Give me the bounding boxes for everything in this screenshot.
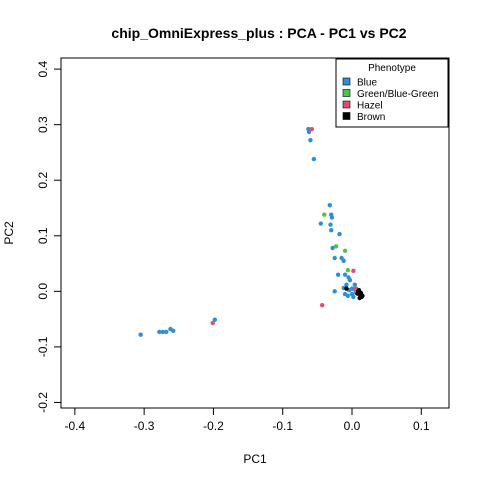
y-tick-label: -0.1 bbox=[36, 336, 50, 357]
x-axis-label: PC1 bbox=[243, 452, 267, 466]
point-blue bbox=[164, 329, 169, 335]
point-blue bbox=[311, 156, 317, 162]
point-blue bbox=[157, 329, 162, 335]
point-hazel bbox=[210, 320, 215, 326]
point-blue bbox=[318, 221, 324, 226]
legend-entry-label: Green/Blue-Green bbox=[357, 89, 439, 100]
legend-box bbox=[335, 58, 449, 128]
x-tick-label: -0.4 bbox=[65, 419, 86, 433]
chart-title: chip_OmniExpress_plus : PCA - PC1 vs PC2 bbox=[111, 25, 406, 41]
point-blue bbox=[341, 258, 346, 263]
point-green-blue-green bbox=[345, 268, 351, 273]
point-blue bbox=[345, 293, 351, 298]
point-green-blue-green bbox=[342, 248, 348, 253]
y-tick-label: 0.2 bbox=[36, 172, 50, 189]
x-axis: -0.4 -0.3 -0.2 -0.1 0.0 0.1 bbox=[65, 407, 430, 433]
point-blue bbox=[332, 255, 337, 261]
y-tick-label: 0.1 bbox=[36, 227, 50, 244]
point-blue bbox=[328, 222, 333, 227]
y-tick-label: 0.4 bbox=[36, 60, 50, 77]
point-blue bbox=[349, 291, 355, 297]
point-blue bbox=[212, 317, 218, 322]
point-blue bbox=[335, 272, 341, 277]
point-brown bbox=[344, 286, 349, 291]
point-green-blue-green bbox=[333, 244, 339, 249]
point-blue bbox=[327, 203, 333, 208]
point-blue bbox=[306, 129, 312, 135]
x-tick-label: -0.2 bbox=[203, 419, 224, 433]
point-blue bbox=[332, 289, 337, 294]
point-hazel bbox=[309, 126, 315, 132]
x-tick-label: -0.1 bbox=[272, 419, 293, 433]
point-blue bbox=[337, 231, 342, 237]
point-blue bbox=[352, 282, 357, 287]
x-tick-label: -0.3 bbox=[134, 419, 155, 433]
point-blue bbox=[342, 272, 348, 277]
legend-entry-label: Hazel bbox=[357, 101, 383, 112]
point-blue bbox=[308, 138, 313, 143]
y-axis-label: PC2 bbox=[2, 221, 16, 245]
legend-entry-label: Blue bbox=[357, 78, 377, 89]
legend-title: Phenotype bbox=[368, 63, 416, 74]
point-hazel bbox=[320, 303, 325, 308]
point-blue bbox=[329, 215, 335, 220]
legend-entry-label: Brown bbox=[357, 112, 385, 123]
legend-swatch bbox=[342, 100, 351, 109]
point-blue bbox=[347, 278, 353, 283]
data-points bbox=[138, 126, 365, 337]
y-tick-label: -0.2 bbox=[36, 392, 50, 413]
point-blue bbox=[329, 228, 334, 233]
point-hazel bbox=[351, 268, 356, 273]
y-tick-label: 0.0 bbox=[36, 283, 50, 300]
y-axis: -0.2 -0.1 0.0 0.1 0.2 0.3 0.4 bbox=[36, 60, 62, 413]
point-green-blue-green bbox=[322, 212, 327, 217]
legend-swatch bbox=[342, 112, 351, 120]
point-blue bbox=[171, 328, 176, 333]
point-blue bbox=[344, 282, 349, 287]
y-tick-label: 0.3 bbox=[36, 116, 50, 133]
point-brown bbox=[358, 290, 364, 296]
point-blue bbox=[138, 332, 143, 337]
point-blue bbox=[160, 329, 166, 335]
legend-swatch bbox=[342, 77, 351, 86]
x-tick-label: 0.1 bbox=[413, 419, 430, 433]
point-blue bbox=[330, 245, 335, 251]
x-tick-label: 0.0 bbox=[344, 419, 361, 433]
legend-swatch bbox=[342, 89, 351, 97]
